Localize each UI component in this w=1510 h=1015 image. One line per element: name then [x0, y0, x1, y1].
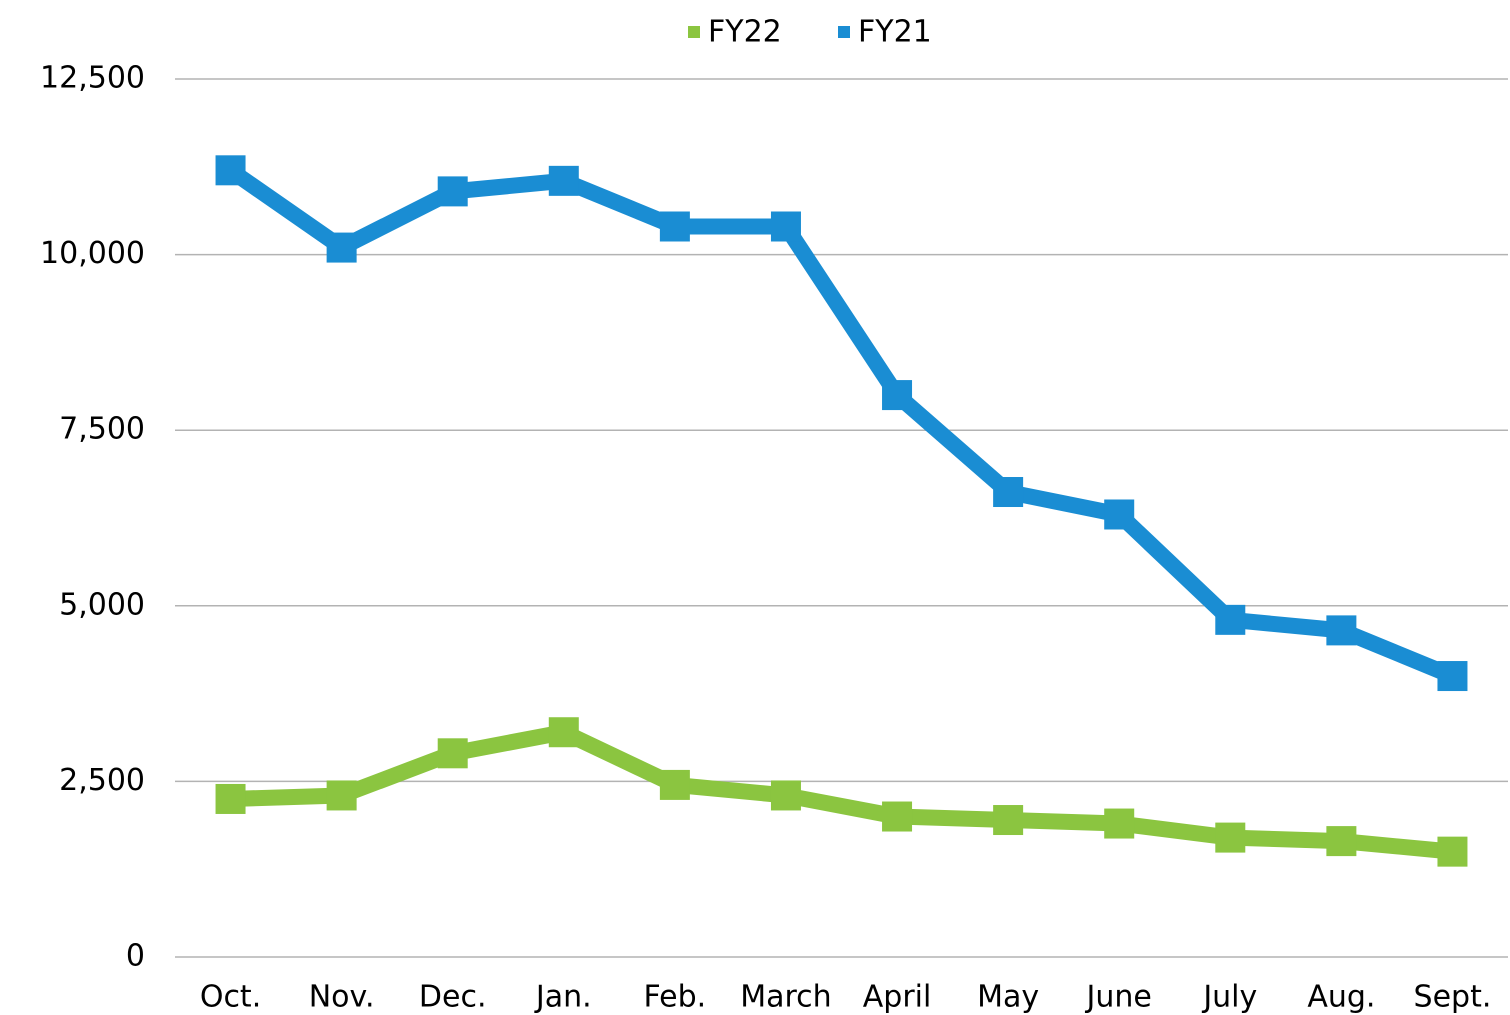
marker [1104, 499, 1135, 530]
marker [993, 805, 1024, 836]
marker [548, 165, 579, 196]
marker [770, 211, 801, 242]
x-tick-label: Feb. [644, 980, 707, 1015]
marker [215, 155, 246, 186]
y-tick-label: 10,000 [40, 236, 145, 271]
marker [1326, 615, 1357, 646]
x-tick-label: Nov. [309, 980, 375, 1015]
x-tick-label: March [740, 980, 831, 1015]
series-line [230, 724, 1454, 860]
legend-label: FY22 [708, 15, 782, 50]
y-tick-label: 0 [126, 939, 145, 974]
marker [215, 783, 246, 814]
marker [1326, 826, 1357, 857]
y-tick-label: 7,500 [59, 412, 145, 447]
marker [326, 232, 357, 263]
marker [882, 380, 913, 411]
marker [1215, 822, 1246, 853]
marker [882, 801, 913, 832]
marker [1437, 836, 1468, 867]
marker [437, 176, 468, 207]
x-tick-label: Sept. [1414, 980, 1492, 1015]
x-tick-label: June [1085, 980, 1152, 1015]
marker [659, 769, 690, 800]
y-tick-label: 12,500 [40, 61, 145, 96]
legend-label: FY21 [858, 15, 932, 50]
marker [1437, 661, 1468, 692]
series-line [225, 163, 1456, 684]
marker [437, 738, 468, 769]
marker [993, 477, 1024, 508]
x-tick-label: Dec. [419, 980, 487, 1015]
legend-swatch [688, 26, 700, 38]
marker [1215, 604, 1246, 635]
marker [1104, 808, 1135, 839]
x-tick-label: Oct. [200, 980, 261, 1015]
y-tick-label: 5,000 [59, 587, 145, 622]
marker [770, 780, 801, 811]
y-tick-label: 2,500 [59, 763, 145, 798]
marker [326, 780, 357, 811]
marker [659, 211, 690, 242]
x-tick-label: July [1201, 980, 1257, 1015]
x-tick-label: Jan. [534, 980, 592, 1015]
marker [548, 717, 579, 748]
legend-swatch [838, 26, 850, 38]
x-tick-label: April [863, 980, 932, 1015]
x-tick-label: Aug. [1307, 980, 1375, 1015]
x-tick-label: May [977, 980, 1039, 1015]
